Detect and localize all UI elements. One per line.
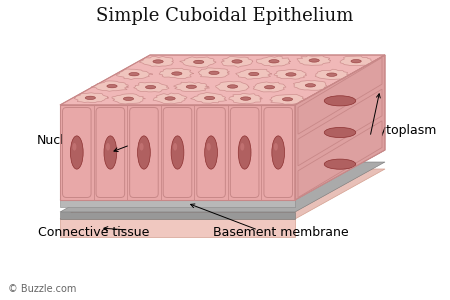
Polygon shape (60, 169, 385, 219)
Polygon shape (180, 57, 216, 68)
Polygon shape (340, 56, 374, 66)
Text: Nucleus: Nucleus (37, 134, 87, 146)
Polygon shape (295, 55, 385, 200)
Ellipse shape (309, 59, 320, 62)
Ellipse shape (274, 143, 278, 151)
Polygon shape (60, 105, 295, 200)
Polygon shape (274, 70, 306, 79)
Ellipse shape (324, 159, 356, 169)
FancyBboxPatch shape (197, 107, 225, 197)
FancyBboxPatch shape (96, 107, 125, 197)
Polygon shape (190, 92, 227, 103)
Ellipse shape (272, 136, 284, 169)
Polygon shape (134, 82, 169, 92)
Ellipse shape (205, 136, 217, 169)
FancyBboxPatch shape (63, 107, 91, 197)
Polygon shape (298, 58, 382, 134)
Ellipse shape (107, 84, 117, 88)
FancyBboxPatch shape (130, 107, 158, 197)
Polygon shape (139, 56, 173, 66)
Polygon shape (60, 200, 295, 207)
Ellipse shape (227, 85, 238, 88)
Polygon shape (60, 162, 385, 212)
Ellipse shape (265, 85, 274, 89)
Polygon shape (216, 81, 249, 92)
Ellipse shape (165, 97, 175, 100)
Polygon shape (91, 81, 129, 91)
Ellipse shape (207, 143, 211, 151)
Ellipse shape (351, 59, 361, 63)
Ellipse shape (194, 60, 204, 64)
Polygon shape (60, 212, 295, 219)
Polygon shape (159, 68, 194, 79)
Ellipse shape (72, 143, 76, 151)
Ellipse shape (171, 136, 184, 169)
Polygon shape (116, 69, 153, 80)
Ellipse shape (145, 85, 156, 89)
Polygon shape (60, 219, 295, 237)
Ellipse shape (209, 71, 219, 74)
Polygon shape (60, 150, 385, 200)
Polygon shape (315, 69, 349, 80)
Ellipse shape (286, 73, 296, 76)
Ellipse shape (249, 72, 259, 76)
Ellipse shape (104, 136, 117, 169)
Ellipse shape (327, 73, 337, 76)
Text: Simple Cuboidal Epithelium: Simple Cuboidal Epithelium (96, 7, 354, 25)
Text: Basement membrane: Basement membrane (213, 226, 349, 238)
Polygon shape (112, 94, 146, 104)
Polygon shape (236, 69, 272, 79)
Ellipse shape (138, 136, 150, 169)
FancyBboxPatch shape (230, 107, 259, 197)
Ellipse shape (70, 136, 83, 169)
Polygon shape (256, 56, 291, 66)
Polygon shape (270, 94, 305, 104)
Ellipse shape (232, 60, 242, 63)
Ellipse shape (305, 84, 315, 87)
Ellipse shape (283, 98, 293, 101)
Polygon shape (293, 81, 327, 90)
Ellipse shape (123, 97, 134, 100)
Ellipse shape (85, 96, 95, 100)
Polygon shape (221, 56, 253, 67)
Polygon shape (229, 93, 262, 103)
Text: Connective tissue: Connective tissue (38, 226, 149, 238)
Polygon shape (253, 82, 286, 92)
Ellipse shape (240, 143, 244, 151)
Polygon shape (298, 89, 382, 166)
Polygon shape (60, 55, 385, 105)
Ellipse shape (106, 143, 110, 151)
Polygon shape (297, 56, 331, 65)
Polygon shape (153, 93, 187, 104)
Ellipse shape (204, 96, 215, 100)
Text: Cytoplasm: Cytoplasm (370, 124, 436, 137)
Polygon shape (298, 121, 382, 197)
Ellipse shape (238, 136, 251, 169)
Text: © Buzzle.com: © Buzzle.com (8, 284, 76, 294)
Ellipse shape (324, 96, 356, 106)
Ellipse shape (172, 72, 182, 75)
Ellipse shape (140, 143, 144, 151)
Polygon shape (198, 68, 230, 78)
Ellipse shape (129, 73, 139, 76)
Ellipse shape (269, 60, 279, 63)
Ellipse shape (186, 85, 197, 88)
Ellipse shape (153, 60, 163, 63)
Polygon shape (74, 93, 109, 103)
Ellipse shape (240, 97, 251, 100)
FancyBboxPatch shape (163, 107, 192, 197)
Ellipse shape (173, 143, 177, 151)
FancyBboxPatch shape (264, 107, 292, 197)
Ellipse shape (324, 128, 356, 138)
Polygon shape (174, 82, 210, 92)
